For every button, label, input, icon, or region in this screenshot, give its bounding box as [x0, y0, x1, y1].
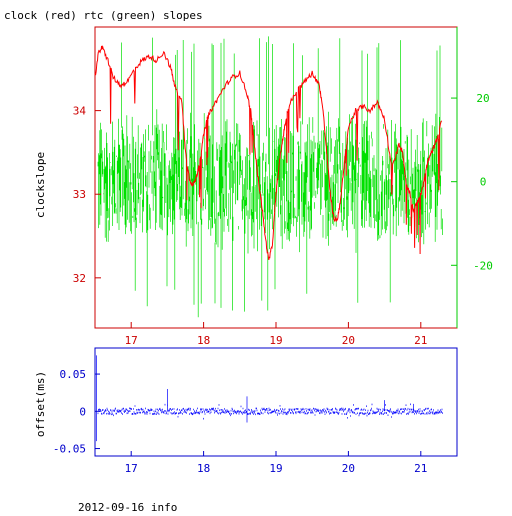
- top-right-y-tick-label: 0: [480, 176, 487, 189]
- bottom-plot-frame: [94, 347, 458, 457]
- top-x-tick-label: 21: [414, 334, 427, 347]
- top-plot: clockslope 17 18 19 20 21 32 33 34 -20 0 20: [34, 26, 493, 347]
- bottom-x-tick-label: 20: [342, 462, 355, 475]
- top-x-tick-label: 18: [197, 334, 210, 347]
- top-right-y-tick-label: 20: [476, 92, 489, 105]
- chart-title: clock (red) rtc (green) slopes: [4, 9, 203, 22]
- top-left-y-tick-label: 33: [73, 188, 86, 201]
- top-left-y-tick-label: 32: [73, 272, 86, 285]
- bottom-y-tick-label: 0.05: [60, 368, 87, 381]
- bottom-y-axis-label: offset(ms): [34, 371, 47, 437]
- bottom-y-tick-label: 0: [79, 405, 86, 418]
- footer-date-info: 2012-09-16 info: [78, 501, 177, 512]
- top-x-tick-label: 20: [342, 334, 355, 347]
- rtc-slope-series: [97, 36, 443, 318]
- top-left-y-tick-label: 34: [73, 105, 87, 118]
- top-y-axis-label: clockslope: [34, 152, 47, 218]
- top-x-tick-label: 19: [269, 334, 282, 347]
- bottom-y-tick-label: -0.05: [53, 443, 86, 456]
- bottom-x-tick-label: 18: [197, 462, 210, 475]
- bottom-x-tick-label: 17: [125, 462, 138, 475]
- bottom-plot: offset(ms) 17 18 19 20 21 -0.05 0 0.05: [34, 347, 458, 475]
- clock-slope-series: [94, 45, 443, 260]
- top-right-y-tick-label: -20: [473, 259, 493, 272]
- offset-points-series: [96, 355, 443, 442]
- top-x-tick-label: 17: [125, 334, 138, 347]
- bottom-x-tick-label: 21: [414, 462, 427, 475]
- bottom-x-tick-label: 19: [269, 462, 282, 475]
